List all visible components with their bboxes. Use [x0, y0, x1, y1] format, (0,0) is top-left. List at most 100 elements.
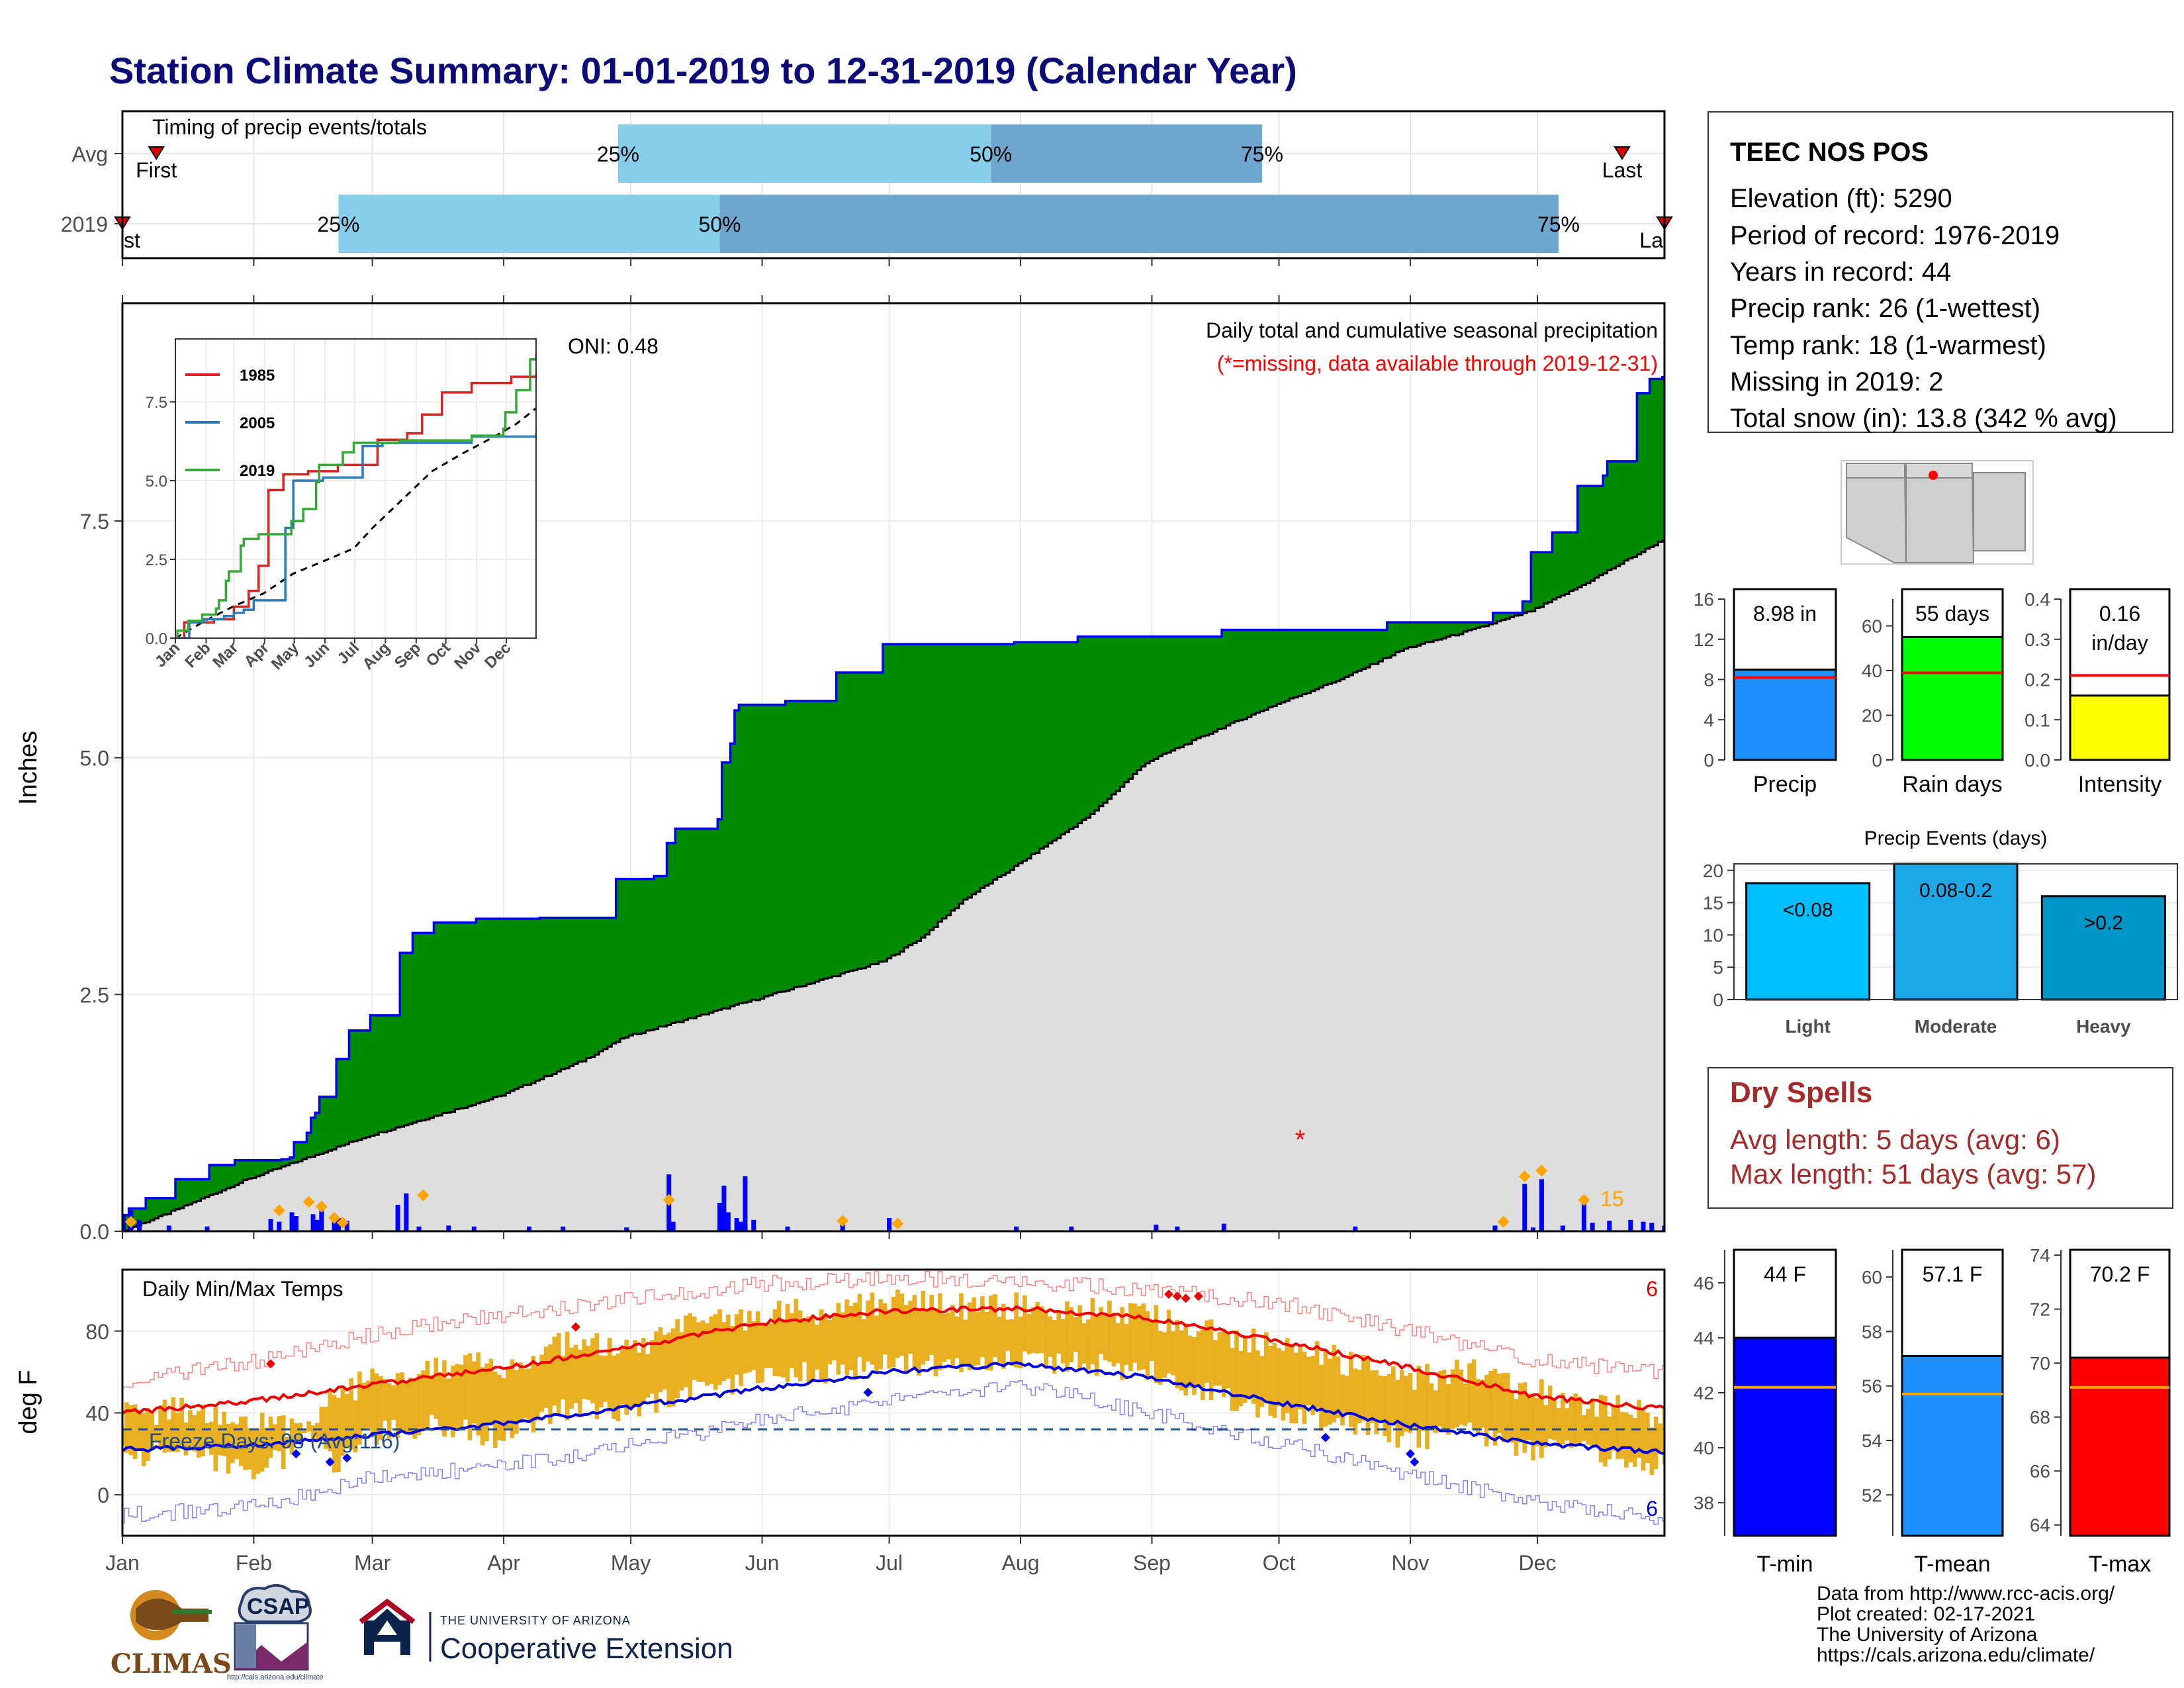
- daily-temp-bar: [179, 1397, 184, 1446]
- summary-y-tick-label: 64: [2030, 1515, 2050, 1536]
- timing-first-label: First: [136, 158, 177, 182]
- record-high-marker: [266, 1359, 276, 1369]
- daily-temp-bar: [713, 1314, 718, 1390]
- daily-temp-bar: [298, 1423, 303, 1441]
- daily-temp-bar: [976, 1312, 981, 1366]
- daily-temp-bar: [933, 1310, 938, 1377]
- record-low-marker: [325, 1457, 335, 1467]
- daily-precip-bar: [166, 1225, 171, 1231]
- daily-temp-bar: [696, 1322, 701, 1382]
- daily-temp-bar: [1399, 1370, 1404, 1436]
- daily-precip-bar: [1649, 1223, 1655, 1231]
- daily-temp-bar: [1039, 1306, 1044, 1354]
- avg-tmin-line: [122, 1361, 1664, 1456]
- daily-temp-bar: [1052, 1320, 1057, 1374]
- daily-temp-bar: [1323, 1351, 1328, 1427]
- daily-temp-bar: [510, 1359, 515, 1438]
- footer-line: https://cals.arizona.edu/climate/: [1817, 1644, 2095, 1666]
- daily-temp-bar: [1374, 1370, 1379, 1434]
- daily-temp-bar: [1018, 1317, 1023, 1368]
- daily-temp-bar: [328, 1389, 332, 1452]
- daily-temp-bar: [1005, 1319, 1011, 1351]
- daily-precip-bar: [739, 1221, 744, 1231]
- daily-temp-bar: [518, 1362, 523, 1423]
- daily-temp-bar: [764, 1326, 769, 1368]
- daily-temp-bar: [1069, 1307, 1074, 1362]
- temp-x-tick-label: Dec: [1519, 1551, 1557, 1575]
- daily-temp-bar: [688, 1313, 693, 1399]
- events-y-tick-label: 0: [1713, 990, 1723, 1010]
- csap-url: http://cals.arizona.edu/climate: [227, 1673, 324, 1681]
- station-name: TEEC NOS POS: [1730, 138, 1929, 167]
- daily-temp-bar: [124, 1402, 129, 1453]
- dry-spells-avg: Avg length: 5 days (avg: 6): [1730, 1124, 2060, 1155]
- summary-bar-precip: [1733, 669, 1837, 761]
- daily-temp-bar: [1586, 1409, 1591, 1445]
- daily-temp-bar: [912, 1295, 917, 1369]
- daily-temp-bar: [1179, 1330, 1184, 1391]
- daily-precip-bar: [344, 1221, 349, 1231]
- daily-temp-bar: [569, 1347, 574, 1409]
- daily-temp-bar: [332, 1395, 337, 1473]
- daily-temp-bar: [1030, 1307, 1036, 1353]
- inset-legend-label: 1985: [240, 367, 275, 385]
- record-low-marker: [1320, 1432, 1330, 1442]
- daily-precip-bar: [1014, 1226, 1019, 1231]
- daily-temp-bar: [1208, 1319, 1214, 1400]
- inset-legend-label: 2005: [240, 414, 275, 432]
- daily-temp-bar: [620, 1347, 625, 1405]
- daily-temp-bar: [1302, 1351, 1307, 1425]
- daily-temp-bar: [1124, 1323, 1129, 1365]
- summary-bar-intensity: [2069, 694, 2171, 761]
- summary-label-precip: Precip: [1753, 772, 1817, 797]
- daily-temp-bar: [1166, 1309, 1171, 1374]
- summary-y-tick-label: 44: [1694, 1328, 1714, 1348]
- ua-logo: [359, 1599, 432, 1662]
- daily-precip-bar: [1560, 1225, 1565, 1231]
- daily-temp-bar: [836, 1303, 841, 1375]
- daily-temp-bar: [1552, 1400, 1557, 1440]
- daily-temp-bar: [522, 1369, 527, 1419]
- summary-bar-tmax: [2069, 1356, 2171, 1537]
- daily-temp-bar: [128, 1405, 134, 1456]
- daily-temp-bar: [158, 1405, 163, 1448]
- daily-precip-bar: [1522, 1184, 1527, 1231]
- daily-temp-bar: [1349, 1352, 1353, 1427]
- daily-temp-bar: [743, 1330, 748, 1374]
- precip-avg-area: [122, 540, 1664, 1231]
- daily-temp-bar: [1412, 1389, 1417, 1430]
- precip-y-tick-label: 5.0: [80, 747, 109, 771]
- daily-precip-bar: [404, 1193, 409, 1231]
- daily-temp-bar: [395, 1373, 400, 1438]
- daily-temp-bar: [717, 1309, 722, 1385]
- daily-temp-bar: [637, 1352, 642, 1417]
- snow-marker: [315, 1200, 328, 1213]
- timing-bar-50-75: [719, 195, 1559, 253]
- daily-temp-bar: [1628, 1415, 1633, 1463]
- daily-temp-bar: [1183, 1323, 1188, 1396]
- summary-y-tick-label: 0.3: [2025, 630, 2050, 650]
- daily-precip-bar: [1531, 1227, 1536, 1231]
- station-years: Years in record: 44: [1730, 258, 1952, 287]
- daily-temp-bar: [1594, 1417, 1599, 1445]
- daily-temp-bar: [1023, 1295, 1027, 1352]
- daily-temp-bar: [1319, 1364, 1324, 1431]
- record-high-line: [122, 1271, 1664, 1388]
- daily-temp-bar: [437, 1372, 443, 1427]
- events-bar-light: [1745, 882, 1871, 1001]
- daily-temp-bar: [993, 1294, 997, 1358]
- temp-x-tick-label: Jan: [105, 1551, 140, 1575]
- summary-y-tick-label: 0.1: [2025, 710, 2050, 730]
- daily-temp-bar: [319, 1406, 324, 1440]
- daily-temp-bar: [692, 1316, 697, 1380]
- daily-precip-bar: [527, 1226, 532, 1231]
- daily-temp-bar: [255, 1429, 261, 1474]
- daily-temp-bar: [1463, 1383, 1468, 1427]
- temp-x-tick-label: Nov: [1391, 1551, 1429, 1575]
- daily-temp-bar: [243, 1416, 248, 1470]
- daily-temp-bar: [201, 1405, 205, 1457]
- record-low-marker: [1405, 1449, 1415, 1459]
- summary-y-tick-label: 72: [2030, 1299, 2050, 1320]
- missing-marker: *: [1295, 1125, 1306, 1154]
